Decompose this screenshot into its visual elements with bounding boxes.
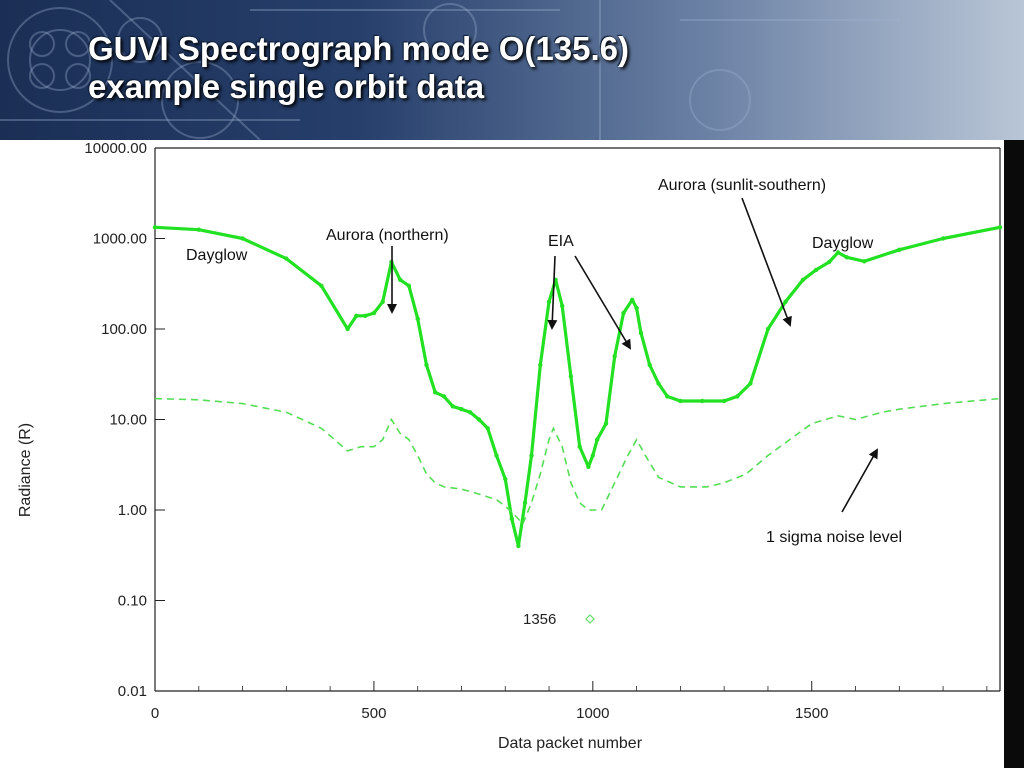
x-tick-label: 1000 [576, 705, 609, 722]
radiance-point [783, 299, 788, 304]
radiance-point [538, 362, 543, 368]
y-tick-label: 100.00 [101, 321, 147, 338]
radiance-point [529, 453, 534, 458]
legend-marker [585, 614, 595, 624]
radiance-point [735, 394, 740, 399]
radiance-point [476, 417, 482, 422]
radiance-point [522, 500, 528, 505]
radiance-point [546, 299, 552, 304]
radiance-point [485, 426, 490, 431]
radiance-point [897, 247, 902, 252]
radiance-point [516, 543, 521, 549]
radiance-point [656, 381, 661, 386]
radiance-point [503, 476, 508, 482]
title-banner: GUVI Spectrograph mode O(135.6) example … [0, 0, 1024, 140]
radiance-point [590, 453, 595, 458]
slide-title-line1: GUVI Spectrograph mode O(135.6) [88, 30, 629, 67]
radiance-point [827, 259, 832, 265]
radiance-point [424, 362, 429, 368]
radiance-point [665, 394, 670, 399]
x-tick-label: 1500 [795, 705, 828, 722]
y-tick-label: 0.10 [118, 593, 147, 610]
y-tick-label: 0.01 [118, 683, 147, 700]
radiance-point [196, 227, 201, 232]
radiance-point [441, 394, 447, 399]
slide-title-line2: example single orbit data [88, 68, 485, 105]
radiance-point [577, 444, 582, 449]
annotation-dayglow-left: Dayglow [186, 247, 248, 264]
radiance-point [406, 283, 412, 288]
radiance-point [560, 303, 565, 309]
radiance-point [354, 313, 359, 318]
annotation-aurora-northern: Aurora (northern) [326, 227, 449, 244]
radiance-point [459, 407, 464, 412]
radiance-point [586, 464, 591, 469]
slide-title: GUVI Spectrograph mode O(135.6) example … [88, 30, 629, 106]
radiance-point [634, 305, 639, 311]
radiance-point [700, 398, 705, 404]
radiance-point [433, 390, 438, 395]
annotation-noise-level: 1 sigma noise level [766, 529, 902, 546]
arrow-noise-level [841, 448, 878, 513]
radiance-chart: 0.01 0.10 1.00 10.00 100.00 1000.00 10000.00 0 5… [0, 140, 1004, 768]
radiance-point [997, 225, 1003, 230]
radiance-point [345, 326, 350, 332]
annotation-eia: EIA [548, 233, 574, 250]
banner-blueprint-art [0, 0, 900, 140]
radiance-point [800, 277, 806, 282]
arrow-eia-2 [574, 255, 632, 350]
y-axis-label: Radiance (R) [17, 423, 34, 517]
arrow-aurora-southern [741, 197, 792, 327]
radiance-point [152, 225, 158, 230]
radiance-point [862, 259, 867, 264]
radiance-point [621, 310, 626, 316]
y-tick-label: 10000.00 [84, 140, 147, 157]
radiance-point [748, 381, 753, 386]
radiance-point [380, 299, 385, 304]
radiance-point [284, 256, 289, 261]
radiance-point [468, 410, 473, 415]
radiance-point [765, 326, 771, 332]
annotation-aurora-southern: Aurora (sunlit-southern) [658, 177, 826, 194]
radiance-point [415, 316, 420, 321]
radiance-point [603, 421, 609, 426]
y-tick-label: 1.00 [118, 502, 147, 519]
radiance-point [363, 313, 368, 318]
radiance-point [371, 310, 377, 316]
radiance-point [844, 255, 849, 260]
radiance-point [595, 437, 600, 442]
radiance-point [398, 277, 403, 282]
legend-label: 1356 [523, 611, 556, 628]
radiance-point [638, 330, 644, 336]
radiance-point [240, 236, 245, 241]
radiance-point [509, 516, 514, 521]
radiance-point [647, 362, 652, 368]
x-tick-label: 500 [361, 705, 386, 722]
x-axis-label: Data packet number [498, 735, 643, 752]
radiance-point [612, 354, 617, 359]
radiance-point [813, 267, 819, 273]
radiance-point [722, 398, 727, 404]
radiance-point [319, 283, 324, 288]
y-tick-label: 10.00 [109, 412, 147, 429]
radiance-point [450, 404, 455, 409]
radiance-point [940, 236, 946, 241]
x-tick-label: 0 [151, 705, 159, 722]
axis-ticks: 0.01 0.10 1.00 10.00 100.00 1000.00 10000.00 0 5… [84, 140, 988, 722]
annotation-dayglow-right: Dayglow [812, 235, 874, 252]
radiance-point [835, 250, 841, 255]
radiance-point [494, 453, 499, 458]
radiance-point [678, 398, 683, 404]
y-tick-label: 1000.00 [93, 231, 147, 248]
arrow-eia-1 [547, 255, 558, 330]
radiance-point [630, 297, 635, 302]
radiance-series [154, 225, 1001, 548]
radiance-point [568, 374, 574, 379]
right-edge-bar [1004, 140, 1024, 768]
